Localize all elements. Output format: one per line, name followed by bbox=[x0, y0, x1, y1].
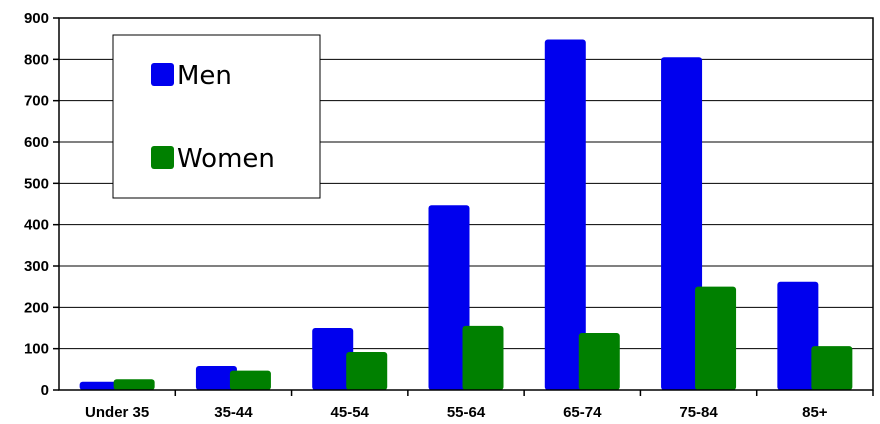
y-tick-label: 600 bbox=[24, 134, 49, 151]
y-tick-label: 800 bbox=[24, 51, 49, 68]
legend-label-women: Women bbox=[177, 144, 275, 174]
x-tick-label: 35-44 bbox=[214, 404, 253, 421]
x-tick-label: 75-84 bbox=[679, 404, 718, 421]
x-tick-label: 85+ bbox=[802, 404, 828, 421]
x-tick-label: Under 35 bbox=[85, 404, 149, 421]
y-tick-label: 300 bbox=[24, 258, 49, 275]
legend-box bbox=[112, 34, 321, 199]
bar-women-55-64 bbox=[462, 325, 504, 390]
bar-women-under-35 bbox=[113, 379, 155, 390]
bar-women-45-54 bbox=[346, 351, 388, 390]
legend: Men Women bbox=[112, 34, 321, 199]
y-tick-label: 100 bbox=[24, 341, 49, 358]
bar-men-75-84 bbox=[661, 57, 703, 391]
bar-men-45-54 bbox=[312, 328, 354, 390]
bar-men-under-35 bbox=[79, 381, 121, 390]
y-tick-label: 0 bbox=[41, 382, 49, 399]
y-tick-label: 200 bbox=[24, 299, 49, 316]
x-tick-label: 45-54 bbox=[331, 404, 370, 421]
legend-swatch-men bbox=[151, 63, 174, 86]
bar-women-65-74 bbox=[578, 332, 620, 390]
bar-women-35-44 bbox=[229, 370, 271, 390]
bar-men-35-44 bbox=[195, 366, 237, 390]
legend-swatch-women bbox=[151, 146, 174, 169]
bar-men-55-64 bbox=[428, 205, 470, 390]
legend-label-men: Men bbox=[177, 61, 232, 91]
plot-frame bbox=[58, 17, 874, 391]
bar-women-85+ bbox=[811, 346, 853, 390]
x-tick-label: 55-64 bbox=[447, 404, 486, 421]
y-tick-label: 400 bbox=[24, 217, 49, 234]
bar-men-85+ bbox=[777, 281, 819, 390]
y-tick-labels: 0 100 200 300 400 500 600 700 800 900 bbox=[24, 10, 49, 399]
y-tick-label: 500 bbox=[24, 175, 49, 192]
bar-men-65-74 bbox=[544, 39, 586, 390]
x-tick-labels: Under 35 35-44 45-54 55-64 65-74 75-84 85+ bbox=[85, 404, 828, 421]
axes bbox=[53, 17, 874, 396]
y-tick-label: 900 bbox=[24, 10, 49, 27]
y-tick-label: 700 bbox=[24, 93, 49, 110]
bars bbox=[79, 39, 853, 391]
x-tick-label: 65-74 bbox=[563, 404, 602, 421]
bar-women-75-84 bbox=[695, 286, 737, 390]
